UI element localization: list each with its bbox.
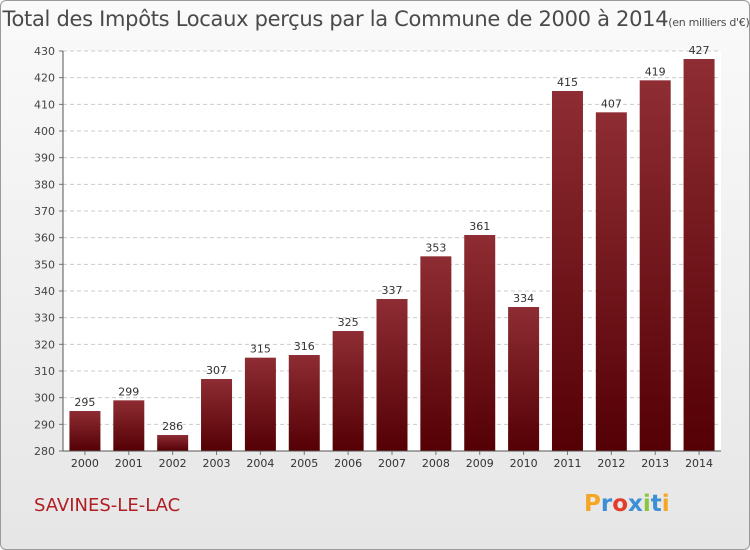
y-tick-label: 300	[34, 392, 55, 405]
bar-value-label: 315	[250, 343, 271, 356]
y-tick-label: 280	[34, 445, 55, 458]
x-tick-label: 2008	[422, 457, 450, 470]
logo-letter: r	[600, 491, 613, 517]
bar	[113, 400, 145, 451]
bar	[288, 355, 320, 451]
x-tick-label: 2003	[203, 457, 231, 470]
x-tick-label: 2004	[246, 457, 274, 470]
bar-value-label: 286	[162, 420, 183, 433]
y-tick-label: 310	[34, 365, 55, 378]
x-tick-label: 2010	[510, 457, 538, 470]
y-tick-label: 410	[34, 98, 55, 111]
bar	[595, 112, 627, 451]
x-tick-label: 2012	[597, 457, 625, 470]
y-tick-label: 330	[34, 312, 55, 325]
bar	[508, 307, 540, 451]
x-tick-label: 2013	[641, 457, 669, 470]
x-tick-label: 2014	[685, 457, 713, 470]
bar-value-label: 407	[601, 97, 622, 110]
x-tick-label: 2002	[159, 457, 187, 470]
bar	[157, 435, 189, 451]
bar-value-label: 307	[206, 364, 227, 377]
x-tick-label: 2006	[334, 457, 362, 470]
bar-value-label: 325	[338, 316, 359, 329]
bar-value-label: 415	[557, 76, 578, 89]
bar	[420, 256, 452, 451]
bar	[683, 59, 715, 451]
bar	[464, 235, 496, 451]
x-tick-label: 2000	[71, 457, 99, 470]
y-tick-label: 320	[34, 338, 55, 351]
y-tick-label: 360	[34, 232, 55, 245]
chart-unit: (en milliers d'€)	[668, 16, 750, 29]
y-tick-label: 390	[34, 152, 55, 165]
bar	[551, 91, 583, 451]
logo-letter: P	[584, 491, 601, 517]
bar-value-label: 419	[645, 65, 666, 78]
bar-value-label: 316	[294, 340, 315, 353]
y-tick-label: 400	[34, 125, 55, 138]
chart-title: Total des Impôts Locaux perçus par la Co…	[1, 7, 750, 31]
chart-title-text: Total des Impôts Locaux perçus par la Co…	[2, 7, 669, 31]
x-tick-label: 2001	[115, 457, 143, 470]
logo-letter: t	[650, 491, 662, 517]
commune-name: SAVINES-LE-LAC	[34, 495, 181, 516]
logo-letter: o	[612, 491, 629, 517]
bar-value-label: 299	[118, 385, 139, 398]
bar-value-label: 427	[689, 44, 710, 57]
bar	[244, 357, 276, 451]
y-tick-label: 420	[34, 72, 55, 85]
y-tick-label: 350	[34, 258, 55, 271]
logo-letter: i	[642, 491, 651, 517]
logo-letter: i	[661, 491, 670, 517]
y-tick-label: 340	[34, 285, 55, 298]
bar	[376, 299, 408, 451]
bar-value-label: 353	[425, 241, 446, 254]
bar	[69, 411, 101, 451]
bar-value-label: 337	[382, 284, 403, 297]
bar	[332, 331, 364, 451]
y-tick-label: 430	[34, 45, 55, 58]
x-tick-label: 2009	[466, 457, 494, 470]
logo-letter: x	[628, 491, 643, 517]
x-tick-label: 2011	[553, 457, 581, 470]
y-tick-label: 290	[34, 418, 55, 431]
y-tick-label: 380	[34, 178, 55, 191]
bar	[201, 379, 233, 451]
bar-value-label: 361	[469, 220, 490, 233]
proxiti-logo: Proxiti	[584, 491, 670, 517]
bar-value-label: 334	[513, 292, 534, 305]
y-tick-label: 370	[34, 205, 55, 218]
bar-value-label: 295	[74, 396, 95, 409]
x-tick-label: 2005	[290, 457, 318, 470]
x-tick-label: 2007	[378, 457, 406, 470]
bar	[639, 80, 671, 451]
